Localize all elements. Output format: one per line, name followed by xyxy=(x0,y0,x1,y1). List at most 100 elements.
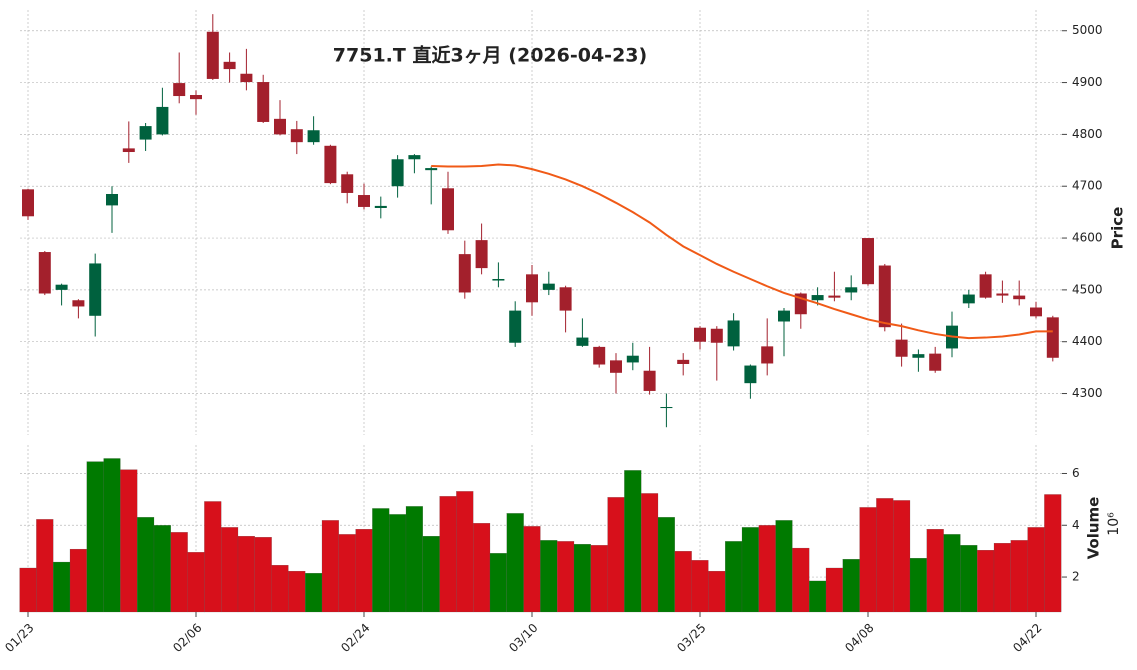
volume-bar xyxy=(405,506,423,613)
volume-bar xyxy=(204,501,222,613)
volume-bar xyxy=(926,529,944,613)
volume-bar xyxy=(758,525,776,613)
volume-bar xyxy=(573,544,591,613)
candle-body xyxy=(106,193,118,206)
x-tick-label: 04/22 xyxy=(1010,621,1044,655)
volume-bar xyxy=(271,565,289,613)
volume-bar xyxy=(775,520,793,613)
volume-bar xyxy=(372,508,390,613)
x-tick-label: 02/24 xyxy=(338,621,372,655)
volume-bar xyxy=(977,550,995,613)
volume-bar xyxy=(859,507,877,613)
y-tick-label: 4300 xyxy=(1072,386,1103,400)
y-tick-label: 4800 xyxy=(1072,127,1103,141)
x-tick-label: 03/10 xyxy=(506,621,540,655)
volume-bar xyxy=(338,534,356,613)
candle-body xyxy=(643,370,656,391)
volume-bar xyxy=(909,558,927,613)
candle-body xyxy=(358,195,370,207)
candle-body xyxy=(1013,295,1026,300)
volume-bar xyxy=(893,500,911,613)
candle-body xyxy=(290,129,303,143)
candle-body xyxy=(223,61,236,70)
volume-bar xyxy=(825,567,843,613)
volume-bar xyxy=(120,469,138,613)
candle-body xyxy=(122,148,135,153)
candle-body xyxy=(845,287,858,293)
candle-body xyxy=(895,339,908,357)
volume-bar xyxy=(540,540,558,613)
volume-bar xyxy=(960,545,978,613)
volume-bar xyxy=(237,536,255,613)
volume-bar xyxy=(607,497,625,613)
x-tick-label: 03/25 xyxy=(674,621,708,655)
candle-body xyxy=(492,278,505,281)
candle-body xyxy=(458,254,471,293)
candle-body xyxy=(542,283,555,290)
candle-body xyxy=(55,284,68,290)
volume-bar xyxy=(288,570,306,613)
volume-bar xyxy=(53,561,71,613)
candle-body xyxy=(677,359,690,364)
volume-bar xyxy=(355,529,373,613)
candle-body xyxy=(274,118,286,135)
candle-body xyxy=(425,168,438,171)
candle-body xyxy=(509,310,522,343)
candle-body xyxy=(660,407,673,409)
candle-body xyxy=(72,300,85,307)
candle-body xyxy=(408,155,421,160)
volume-bar xyxy=(137,517,155,613)
candle-body xyxy=(1030,307,1042,317)
candle-body xyxy=(1046,317,1059,358)
candle-body xyxy=(979,274,992,298)
candle-body xyxy=(173,83,186,97)
volume-bar xyxy=(254,537,272,613)
volume-bar xyxy=(439,496,457,613)
volume-scale-label: 10⁶ xyxy=(1106,512,1122,536)
volume-bar xyxy=(842,559,860,613)
volume-bar xyxy=(489,553,507,613)
x-tick-label: 01/23 xyxy=(2,621,36,655)
candle-body xyxy=(374,205,387,208)
volume-bar xyxy=(809,580,827,613)
candle-body xyxy=(89,263,102,316)
volume-bar xyxy=(170,532,188,613)
candle-body xyxy=(778,310,790,322)
candle-body xyxy=(257,82,270,122)
volume-bar xyxy=(103,458,121,613)
candle-body xyxy=(324,145,337,184)
y-axis-label: Price xyxy=(1109,207,1127,250)
candle-body xyxy=(811,295,824,301)
volume-bar xyxy=(187,552,205,613)
volume-bar xyxy=(557,541,575,613)
volume-bar xyxy=(305,573,323,613)
volume-bar xyxy=(876,498,894,613)
volume-bar xyxy=(792,547,810,613)
candle-body xyxy=(475,240,488,269)
volume-bar xyxy=(725,541,743,613)
volume-bar xyxy=(19,567,37,613)
candle-body xyxy=(38,252,51,294)
volume-bar xyxy=(153,525,171,613)
volume-bar xyxy=(691,560,709,613)
volume-bar xyxy=(590,545,608,613)
candle-body xyxy=(761,346,774,364)
volume-bar xyxy=(221,527,239,613)
volume-bar xyxy=(523,526,541,613)
candle-body xyxy=(307,130,320,143)
volume-bar xyxy=(69,548,87,613)
volume-bar xyxy=(708,570,726,613)
volume-bar xyxy=(1044,494,1062,613)
candle-body xyxy=(710,328,723,343)
moving-average-line xyxy=(431,163,1053,340)
candle-body xyxy=(727,320,740,347)
volume-bar xyxy=(321,520,339,613)
volume-bar xyxy=(657,517,675,613)
chart-title: 7751.T 直近3ヶ月 (2026-04-23) xyxy=(333,44,647,67)
candle-body xyxy=(929,353,942,371)
volume-bar xyxy=(36,519,54,613)
candle-body xyxy=(139,126,152,140)
candle-body xyxy=(610,360,622,373)
candle-body xyxy=(576,337,589,346)
candle-body xyxy=(156,106,169,135)
